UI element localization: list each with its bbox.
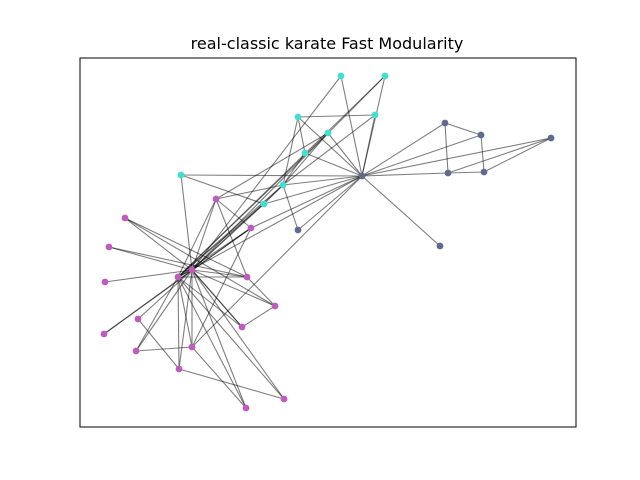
edge-n20-n29 (191, 227, 252, 348)
edge-n20-n27 (103, 227, 252, 335)
edge-n17-n33 (177, 276, 285, 400)
edge-n22-n24 (108, 246, 248, 278)
edge-n17-n29 (177, 276, 193, 348)
edge-n3-n5 (447, 137, 552, 174)
edge-n18-n19 (191, 198, 217, 271)
edge-n4-n5 (483, 137, 552, 173)
node-n33 (280, 395, 288, 403)
edge-n12-n14 (282, 132, 329, 186)
edge-n0-n6 (361, 175, 441, 247)
node-n4 (480, 168, 488, 176)
node-n0 (358, 172, 366, 180)
edge-n3-n4 (447, 171, 485, 174)
node-n3 (444, 169, 452, 177)
edge-n24-n25 (246, 276, 276, 307)
node-n6 (436, 242, 444, 250)
edge-n30-n33 (178, 368, 285, 400)
edge-n19-n24 (215, 198, 248, 278)
node-n10 (371, 111, 379, 119)
node-n17 (174, 273, 182, 281)
edge-n14-n7 (282, 184, 299, 231)
edge-n18-n23 (104, 269, 193, 283)
edge-n0-n2 (361, 134, 482, 177)
chart-title: real-classic karate Fast Modularity (191, 34, 464, 53)
edge-n17-n31 (177, 276, 243, 328)
edge-n2-n4 (480, 134, 485, 173)
node-n7 (294, 226, 302, 234)
edge-n0-n7 (297, 175, 363, 231)
node-n26 (134, 315, 142, 323)
edge-n26-n30 (137, 318, 180, 370)
node-n25 (271, 302, 279, 310)
edge-n0-n13 (304, 152, 363, 177)
edge-n19-n20 (215, 198, 252, 229)
edge-n18-n30 (178, 269, 193, 370)
edge-n0-n15 (263, 175, 363, 205)
edge-n31-n18 (191, 269, 243, 328)
edge-n0-n8 (340, 75, 363, 177)
plot-frame (79, 57, 577, 428)
node-n8 (337, 72, 345, 80)
node-n27 (100, 330, 108, 338)
edge-n8-n18 (191, 75, 342, 271)
edge-n18-n33 (191, 269, 285, 400)
edge-n21-n24 (124, 217, 248, 278)
node-n32 (242, 404, 250, 412)
node-n15 (260, 200, 268, 208)
edge-n25-n31 (241, 305, 276, 328)
edge-n17-n32 (177, 276, 247, 409)
edge-n18-n28 (135, 269, 193, 352)
edge-n18-n21 (124, 217, 193, 271)
edge-n18-n26 (137, 269, 193, 320)
node-n19 (212, 195, 220, 203)
edge-n0-n29 (191, 175, 363, 348)
node-n31 (238, 323, 246, 331)
node-n9 (381, 72, 389, 80)
edge-n1-n3 (444, 122, 449, 174)
edge-n0-n1 (361, 122, 446, 177)
edge-n0-n5 (361, 137, 552, 177)
edge-n18-n22 (108, 246, 193, 271)
node-n13 (301, 149, 309, 157)
node-n14 (279, 181, 287, 189)
node-n2 (477, 131, 485, 139)
node-n30 (175, 365, 183, 373)
edge-n10-n14 (282, 114, 376, 186)
edges-layer (103, 75, 552, 409)
node-n11 (294, 113, 302, 121)
edge-n0-n16 (180, 174, 363, 177)
node-n1 (441, 119, 449, 127)
edge-n0-n14 (282, 175, 363, 186)
edge-n29-n32 (191, 346, 247, 409)
edge-n16-n15 (180, 174, 265, 205)
edge-n11-n10 (297, 114, 376, 118)
node-n18 (188, 266, 196, 274)
edge-n0-n20 (250, 175, 363, 229)
edge-n17-n30 (177, 276, 180, 370)
edge-n0-n11 (297, 116, 363, 177)
node-n29 (188, 343, 196, 351)
node-n24 (243, 273, 251, 281)
edge-n0-n17 (177, 175, 363, 278)
edge-n3-n0 (361, 172, 449, 177)
node-n23 (101, 278, 109, 286)
edge-n18-n25 (191, 269, 276, 307)
edge-n12-n19 (215, 132, 329, 200)
node-n12 (324, 129, 332, 137)
node-n28 (132, 347, 140, 355)
edge-n16-n18 (180, 174, 193, 271)
nodes-layer (100, 72, 555, 412)
node-n22 (105, 243, 113, 251)
node-n5 (547, 134, 555, 142)
edge-n28-n29 (135, 346, 193, 352)
node-n21 (121, 214, 129, 222)
edge-n1-n2 (444, 122, 482, 136)
node-n20 (247, 224, 255, 232)
edge-n0-n10 (361, 114, 376, 177)
edge-n0-n12 (327, 132, 363, 177)
node-n16 (177, 171, 185, 179)
edge-n9-n18 (191, 75, 386, 271)
